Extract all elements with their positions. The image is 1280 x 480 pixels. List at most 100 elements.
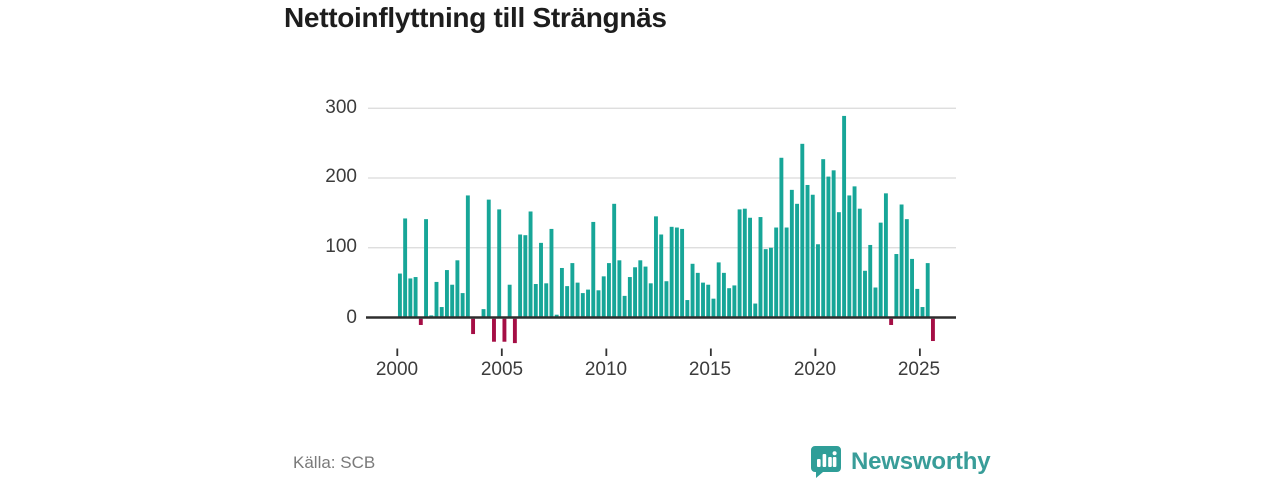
bar-quarter-52 <box>669 226 674 318</box>
bar-quarter-2 <box>408 278 413 318</box>
bar-quarter-14 <box>471 318 476 335</box>
bar-quarter-102 <box>930 318 935 342</box>
bar-quarter-81 <box>821 159 826 318</box>
bar-quarter-55 <box>685 300 690 318</box>
bar-quarter-47 <box>643 266 648 318</box>
bar-quarter-63 <box>727 288 732 318</box>
bar-quarter-79 <box>810 194 815 318</box>
bar-quarter-75 <box>789 189 794 318</box>
bar-quarter-96 <box>899 204 904 318</box>
bar-quarter-39 <box>601 276 606 318</box>
bar-quarter-83 <box>831 170 836 318</box>
bar-quarter-46 <box>638 260 643 318</box>
y-tick-300: 300 <box>325 97 357 118</box>
bar-quarter-33 <box>570 263 575 318</box>
bar-quarter-37 <box>591 221 596 318</box>
bar-quarter-66 <box>742 208 747 318</box>
bar-quarter-92 <box>878 222 883 318</box>
bar-quarter-62 <box>721 272 726 318</box>
bar-quarter-7 <box>434 281 439 318</box>
bar-quarter-97 <box>904 219 909 318</box>
bar-quarter-34 <box>575 282 580 318</box>
bar-quarter-59 <box>706 284 711 318</box>
bar-quarter-24 <box>523 235 528 318</box>
bar-quarter-25 <box>528 211 533 318</box>
bar-quarter-74 <box>784 227 789 318</box>
bar-quarter-87 <box>852 186 857 318</box>
x-tick-2000: 2000 <box>375 359 419 380</box>
bar-quarter-77 <box>800 143 805 318</box>
bar-quarter-16 <box>481 309 486 318</box>
bar-quarter-38 <box>596 290 601 318</box>
brand-logo: Newsworthy <box>810 445 991 479</box>
x-tick-2020: 2020 <box>793 359 837 380</box>
bar-quarter-40 <box>606 263 611 318</box>
bar-quarter-41 <box>612 203 617 318</box>
bar-quarter-65 <box>737 209 742 318</box>
bar-quarter-67 <box>748 217 752 318</box>
bar-quarter-42 <box>617 260 622 318</box>
bar-quarter-93 <box>883 193 888 318</box>
bar-quarter-95 <box>894 254 899 318</box>
bar-quarter-28 <box>544 283 549 318</box>
bar-quarter-35 <box>580 293 585 318</box>
bar-quarter-99 <box>915 288 920 318</box>
bar-quarter-32 <box>565 286 570 318</box>
bar-quarter-12 <box>460 293 465 318</box>
page-title: Nettoinflyttning till Strängnäs <box>284 2 667 33</box>
bar-quarter-69 <box>758 217 763 318</box>
brand-name: Newsworthy <box>851 448 991 475</box>
bar-quarter-44 <box>627 277 632 318</box>
bar-quarter-3 <box>413 277 418 318</box>
bar-quarter-30 <box>554 314 559 318</box>
y-tick-0: 0 <box>346 307 357 328</box>
bar-quarter-18 <box>492 318 496 342</box>
bar-quarter-68 <box>753 303 758 318</box>
bar-quarter-1 <box>403 218 408 318</box>
bar-quarter-100 <box>920 307 925 318</box>
y-tick-200: 200 <box>325 166 357 187</box>
bar-quarter-0 <box>397 273 402 318</box>
bar-quarter-27 <box>539 242 543 318</box>
bar-quarter-29 <box>549 228 554 318</box>
bar-quarter-82 <box>826 176 831 318</box>
x-tick-2015: 2015 <box>688 359 732 380</box>
bar-quarter-90 <box>868 244 873 318</box>
bar-quarter-9 <box>444 270 449 318</box>
bar-quarter-80 <box>816 244 820 318</box>
x-tick-2010: 2010 <box>584 359 628 380</box>
bar-quarter-26 <box>533 284 538 318</box>
bar-quarter-101 <box>925 263 930 318</box>
bar-quarter-72 <box>774 227 779 318</box>
bar-quarter-85 <box>842 115 847 318</box>
bar-quarter-45 <box>633 267 638 318</box>
bar-quarter-22 <box>512 318 517 344</box>
bar-quarter-98 <box>910 258 914 318</box>
bar-quarter-88 <box>857 208 862 318</box>
newsworthy-icon <box>811 446 841 478</box>
source-note: Källa: SCB <box>293 453 376 472</box>
bar-quarter-71 <box>768 247 773 318</box>
bar-quarter-36 <box>586 289 590 318</box>
bar-quarter-84 <box>836 212 841 318</box>
bar-quarter-51 <box>664 281 669 318</box>
bar-quarter-5 <box>424 219 428 318</box>
bar-quarter-49 <box>654 216 658 318</box>
bar-quarter-57 <box>695 272 700 318</box>
bar-quarter-78 <box>805 184 810 318</box>
y-tick-100: 100 <box>325 236 357 257</box>
bar-quarter-91 <box>873 287 878 318</box>
bar-quarter-73 <box>779 157 784 318</box>
bar-quarter-10 <box>450 284 455 318</box>
bar-quarter-58 <box>701 282 705 318</box>
bar-quarter-54 <box>680 228 685 318</box>
bar-quarter-43 <box>622 295 627 318</box>
bar-quarter-61 <box>716 262 721 318</box>
bar-quarter-86 <box>847 195 852 318</box>
bar-quarter-50 <box>659 234 664 318</box>
bar-quarter-19 <box>497 209 502 318</box>
bar-quarter-17 <box>486 199 491 318</box>
bar-quarter-20 <box>502 318 507 342</box>
bar-quarter-64 <box>732 285 737 318</box>
